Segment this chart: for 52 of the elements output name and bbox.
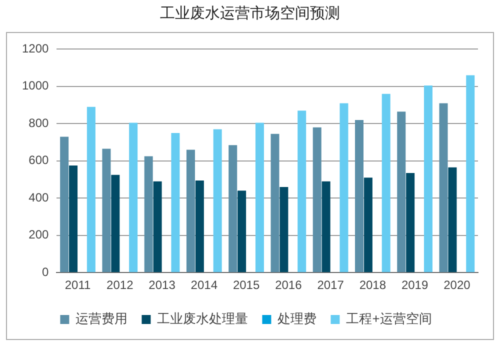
bar [364,178,372,272]
bar [195,180,204,272]
y-tick-label: 1000 [22,78,50,93]
y-tick-label: 800 [28,116,50,130]
bar [448,167,457,272]
y-tick-label: 1200 [22,42,50,56]
y-tick-label: 200 [28,228,50,242]
y-tick-label: 0 [42,264,50,279]
y-tick-label: 400 [28,190,50,204]
x-tick-label: 2011 [64,278,91,292]
bar [111,174,120,272]
bar [60,136,69,272]
bar [129,122,138,272]
x-tick-label: 2017 [317,278,344,292]
bar [69,166,78,272]
bar [322,181,330,272]
x-tick-label: 2018 [359,278,386,292]
bar [255,122,264,272]
bar [280,186,288,272]
bar [228,145,238,272]
bar [312,127,322,272]
y-tick-label: 600 [28,153,50,168]
bar [397,112,406,272]
bar [144,156,153,272]
x-tick-label: 2019 [401,278,428,292]
legend-label: 工业废水处理量 [157,311,248,326]
bar [102,148,111,272]
x-tick-label: 2013 [148,278,176,292]
bar [354,120,364,272]
bar [153,181,162,272]
chart-title: 工业废水运营市场空间预测 [159,4,341,23]
x-tick-label: 2016 [275,278,302,292]
legend-label: 工程+运营空间 [346,311,432,326]
bar [340,103,348,272]
x-tick-label: 2012 [106,278,134,292]
legend-label: 处理费 [278,311,317,326]
bar [86,106,96,272]
x-tick-label: 2014 [190,278,218,292]
bar [424,86,432,272]
bar [439,103,448,272]
bar [213,129,222,272]
bar [186,150,195,272]
bar [298,110,306,272]
legend-label: 运营费用 [76,311,128,326]
bar [382,94,390,272]
bar [406,173,415,272]
x-tick-label: 2015 [232,278,260,292]
x-tick-label: 2020 [444,278,471,292]
bar [171,132,180,272]
bar [270,134,280,272]
bar [238,190,246,272]
bar [466,75,475,272]
